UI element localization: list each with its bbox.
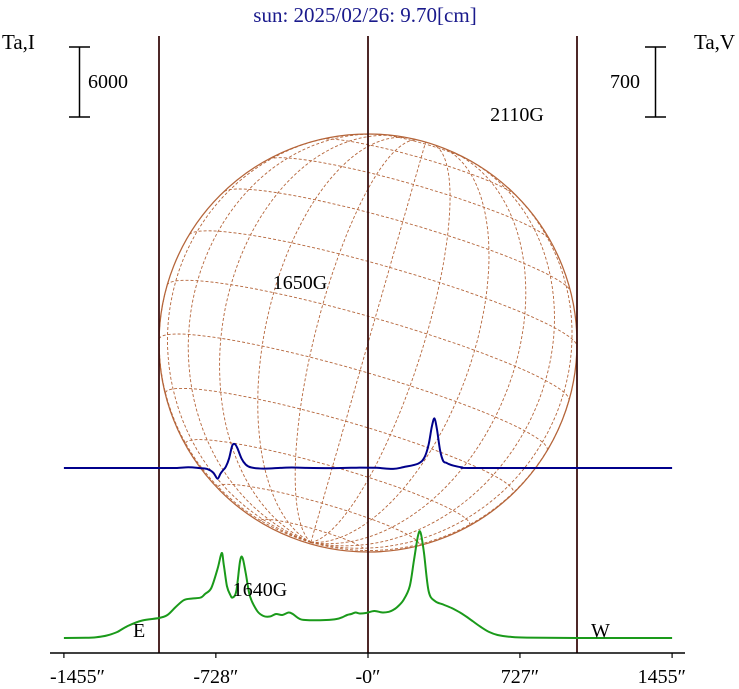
longitude-line <box>187 133 380 543</box>
longitude-line <box>219 134 396 543</box>
right-scale-label: 700 <box>610 71 640 93</box>
west-limb-label: W <box>591 620 610 642</box>
latitude-line <box>185 439 471 525</box>
left-axis-label: Ta,I <box>2 30 35 54</box>
longitude-line <box>310 400 570 551</box>
curves <box>63 417 673 640</box>
x-tick-label: -1455″ <box>50 666 105 688</box>
annotation-2110g: 2110G <box>490 104 544 126</box>
longitude-line <box>294 139 418 543</box>
latitude-line <box>189 230 578 346</box>
right-axis-label: Ta,V <box>694 30 735 54</box>
longitude-line <box>310 142 427 543</box>
right-scale-bar <box>645 46 666 118</box>
longitude-line <box>310 187 573 549</box>
annotation-1640g: 1640G <box>233 579 287 601</box>
solar-disk-grid <box>158 133 578 553</box>
limb-lines <box>158 36 578 653</box>
x-tick-label: 1455″ <box>638 666 686 688</box>
x-tick-label: 727″ <box>501 666 539 688</box>
longitude-line <box>310 146 490 543</box>
x-tick-label: -728″ <box>193 666 238 688</box>
x-axis: -1455″ -728″ -0″ 727″ 1455″ <box>50 652 686 688</box>
annotation-1650g: 1650G <box>273 272 327 294</box>
x-tick-label: -0″ <box>356 666 381 688</box>
latitude-line <box>223 188 571 291</box>
polarization-curve <box>63 530 673 640</box>
longitude-line <box>257 136 410 543</box>
intensity-curve <box>63 417 673 480</box>
latitude-line <box>260 518 366 551</box>
latitude-line <box>165 387 514 493</box>
left-scale-label: 6000 <box>88 71 128 93</box>
chart-title: sun: 2025/02/26: 9.70[cm] <box>253 3 476 27</box>
longitude-line <box>310 152 527 545</box>
left-scale-bar <box>69 46 90 118</box>
longitude-line <box>310 144 451 543</box>
longitude-line <box>167 136 332 543</box>
latitude-line <box>158 333 548 451</box>
east-limb-label: E <box>133 620 145 642</box>
longitude-line <box>310 159 555 547</box>
